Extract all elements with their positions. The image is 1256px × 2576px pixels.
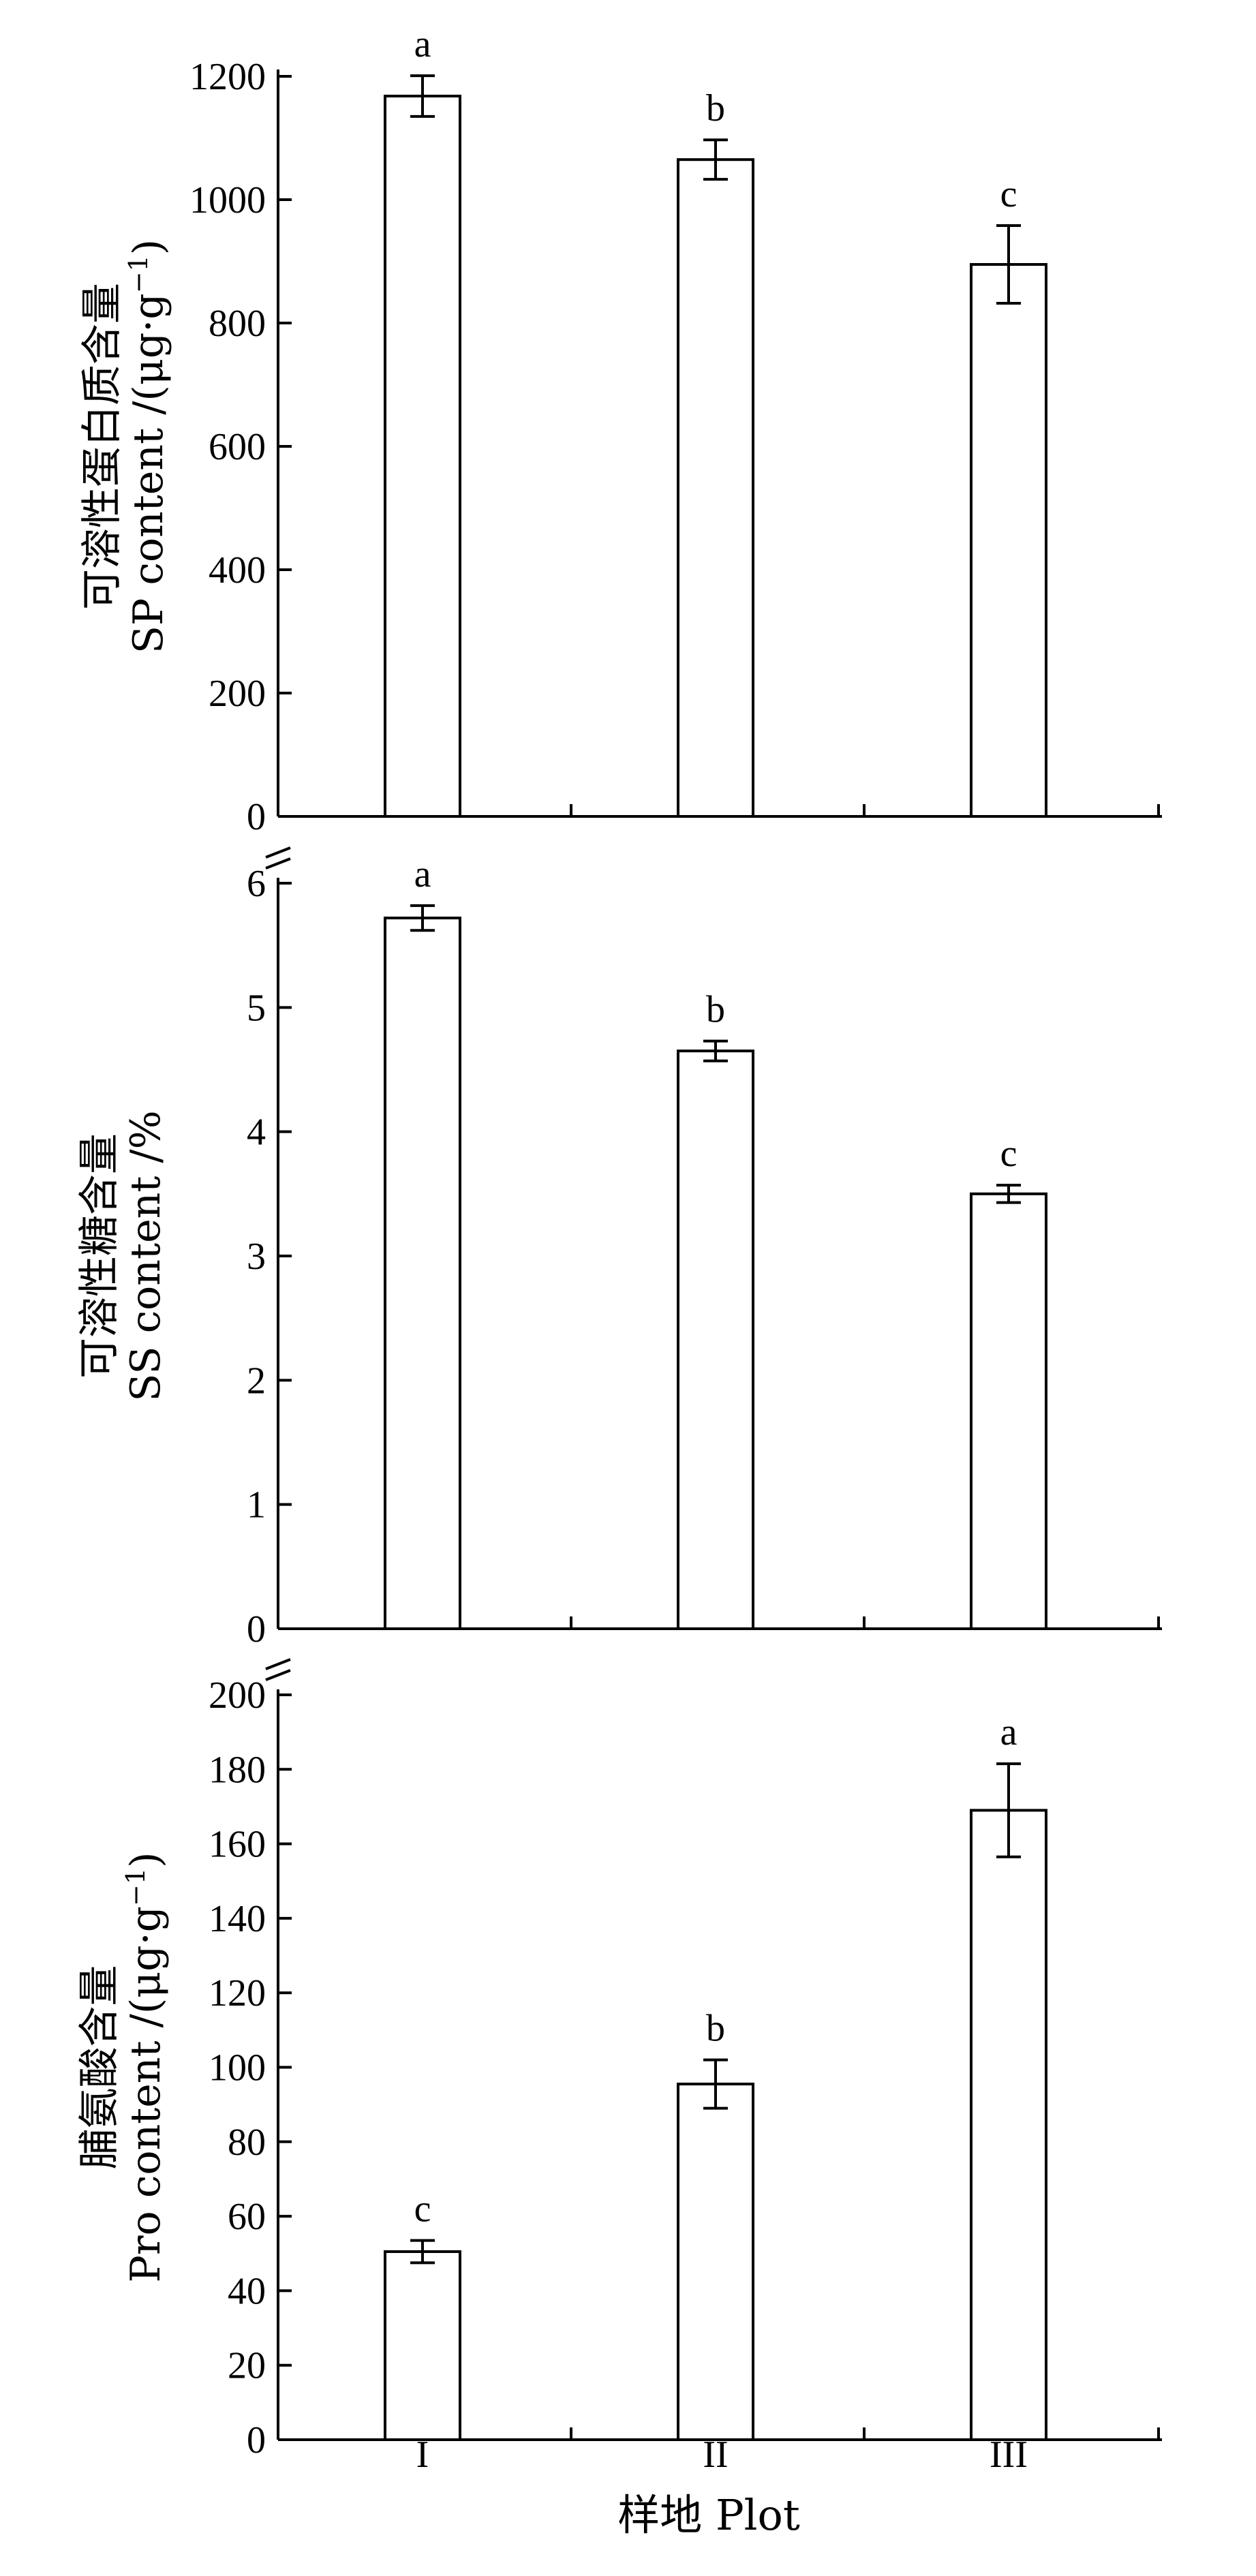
bar <box>384 917 461 1630</box>
x-tick-label: II <box>703 2434 728 2476</box>
x-tick-label: I <box>416 2434 429 2476</box>
y-axis-title-en: Pro content /(μg·g−1) <box>121 1852 170 2282</box>
y-tick-label: 5 <box>247 987 266 1029</box>
y-tick-label: 140 <box>209 1898 266 1940</box>
significance-label: a <box>414 853 431 895</box>
y-tick-label: 1200 <box>189 56 266 98</box>
y-tick-label: 40 <box>228 2270 266 2312</box>
significance-label: b <box>706 989 725 1031</box>
y-tick-label: 180 <box>209 1749 266 1791</box>
axis-break-marker <box>265 846 291 870</box>
y-axis-title-en: SS content /% <box>122 1110 170 1401</box>
y-tick-label: 80 <box>228 2121 266 2164</box>
y-axis-title-cn: 可溶性蛋白质含量 <box>78 283 126 610</box>
y-tick-label: 6 <box>247 863 266 905</box>
y-tick-label: 200 <box>209 673 266 715</box>
axis-break-line <box>265 857 291 870</box>
axis-break-marker <box>265 1658 291 1681</box>
y-tick-label: 4 <box>247 1111 266 1154</box>
bar <box>384 2250 461 2442</box>
y-tick-label: 1 <box>247 1484 266 1527</box>
y-tick-label: 2 <box>247 1360 266 1402</box>
y-tick-label: 0 <box>247 2419 266 2462</box>
significance-label: b <box>706 2008 725 2050</box>
significance-label: c <box>1000 1133 1017 1175</box>
significance-label: b <box>706 87 725 129</box>
bar <box>677 1049 754 1630</box>
y-tick-label: 200 <box>209 1674 266 1717</box>
bar <box>384 94 461 818</box>
x-axis-title: 样地 Plot <box>617 2490 800 2540</box>
bar <box>970 1192 1047 1631</box>
y-tick-label: 600 <box>209 426 266 468</box>
axis-break-line <box>265 846 291 859</box>
significance-label: a <box>1000 1711 1017 1753</box>
axis-break-line <box>265 1658 291 1670</box>
y-tick-label: 120 <box>209 1972 266 2014</box>
bar <box>677 2083 754 2441</box>
axis-break-line <box>265 1669 291 1681</box>
y-axis-title-en: SP content /(μg·g−1) <box>123 239 172 654</box>
x-axis-tick-labels: I II III <box>416 2434 1028 2476</box>
y-tick-label: 800 <box>209 303 266 345</box>
bar <box>677 158 754 818</box>
y-tick-label: 160 <box>209 1824 266 1866</box>
y-tick-label: 3 <box>247 1236 266 1278</box>
significance-label: c <box>414 2188 431 2230</box>
y-tick-label: 20 <box>228 2345 266 2387</box>
y-tick-label: 0 <box>247 796 266 838</box>
y-tick-label: 400 <box>209 549 266 592</box>
x-tick-label: III <box>990 2434 1028 2476</box>
y-tick-label: 0 <box>247 1608 266 1651</box>
significance-label: c <box>1000 173 1017 215</box>
y-axis-title-cn: 脯氨酸含量 <box>76 1965 123 2170</box>
y-tick-label: 60 <box>228 2196 266 2238</box>
y-tick-label: 100 <box>209 2047 266 2089</box>
significance-label: a <box>414 23 431 65</box>
y-axis-title-cn: 可溶性糖含量 <box>76 1133 123 1379</box>
y-tick-label: 1000 <box>189 179 266 221</box>
bar <box>970 263 1047 818</box>
bar <box>970 1809 1047 2442</box>
